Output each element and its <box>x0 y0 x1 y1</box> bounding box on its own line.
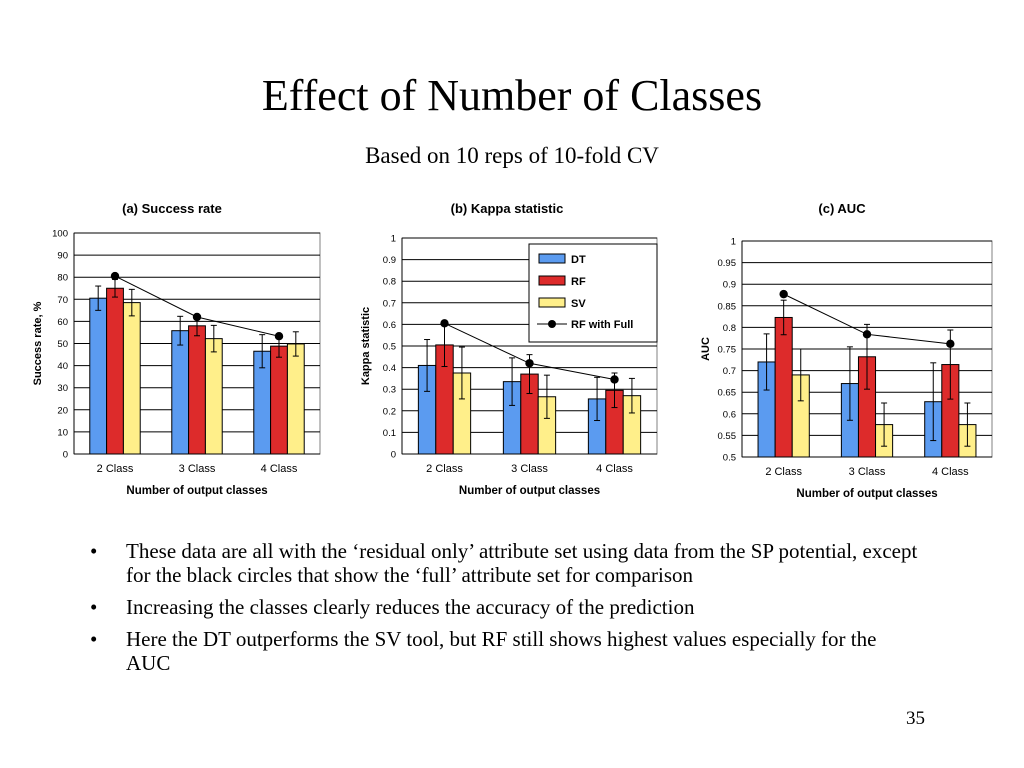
y-tick-label: 10 <box>57 427 68 438</box>
y-tick-label: 0.7 <box>723 366 736 377</box>
x-axis-label: Number of output classes <box>796 488 937 500</box>
rf-with-full-marker <box>862 330 872 339</box>
bullet-dot: • <box>90 595 98 619</box>
y-tick-label: 60 <box>57 317 68 328</box>
legend-marker-sample <box>548 320 556 328</box>
x-tick-label: 4 Class <box>596 463 633 475</box>
bullet-item: • Here the DT outperforms the SV tool, b… <box>90 627 920 675</box>
page-number: 35 <box>906 708 925 729</box>
y-tick-label: 90 <box>57 251 68 262</box>
legend-swatch-sv <box>538 297 566 308</box>
rf-with-full-marker <box>525 359 534 368</box>
y-tick-label: 0.9 <box>723 280 736 291</box>
bar-sv <box>204 338 223 455</box>
bar-rf <box>188 325 206 455</box>
x-tick-label: 2 Class <box>426 463 463 475</box>
success-rate-chart: (a) Success rate 0 10 20 30 40 50 60 70 80 90 100 Su… <box>32 201 321 497</box>
bar-sv <box>286 343 305 455</box>
legend-swatch-dt <box>538 253 566 264</box>
y-tick-label: 0.75 <box>718 345 737 356</box>
y-axis-label: Kappa statistic <box>360 307 372 385</box>
y-tick-label: 0.8 <box>383 277 396 288</box>
legend-label: SV <box>571 298 586 310</box>
y-tick-label: 0.2 <box>383 406 396 417</box>
y-tick-label: 0.7 <box>383 298 396 309</box>
y-tick-label: 0.5 <box>723 453 736 464</box>
rf-with-full-marker <box>274 332 284 341</box>
y-tick-label: 50 <box>57 339 68 350</box>
bullet-dot: • <box>90 539 98 563</box>
legend-label: RF with Full <box>571 319 633 331</box>
legend-swatch-rf <box>538 275 566 286</box>
y-axis-label: Success rate, % <box>32 301 44 385</box>
bullet-item: • Increasing the classes clearly reduces… <box>90 595 920 619</box>
rf-with-full-marker <box>192 312 202 322</box>
bullet-text: Increasing the classes clearly reduces t… <box>126 595 695 619</box>
y-tick-label: 0.55 <box>718 431 737 442</box>
x-tick-label: 3 Class <box>511 463 548 475</box>
x-tick-label: 2 Class <box>97 463 134 475</box>
x-tick-label: 3 Class <box>179 463 216 475</box>
y-tick-label: 0.3 <box>383 385 396 396</box>
y-tick-label: 0.1 <box>383 428 396 439</box>
bar-sv <box>122 302 141 455</box>
y-tick-label: 100 <box>52 229 68 240</box>
bar-dt <box>89 297 108 455</box>
y-tick-label: 0.95 <box>718 258 737 269</box>
slide-title: Effect of Number of Classes <box>261 71 763 120</box>
bar-rf <box>106 287 124 455</box>
y-tick-label: 20 <box>57 405 68 416</box>
y-tick-label: 0.6 <box>723 409 736 420</box>
bullet-list: • These data are all with the ‘residual … <box>90 539 920 683</box>
y-tick-label: 30 <box>57 383 68 394</box>
y-tick-label: 0.65 <box>718 388 737 399</box>
bar-dt <box>171 330 190 455</box>
chart-title: (c) AUC <box>818 201 866 216</box>
rf-with-full-marker <box>946 339 955 349</box>
x-tick-label: 4 Class <box>261 463 298 475</box>
bar-rf <box>774 316 793 458</box>
x-axis-label: Number of output classes <box>126 485 267 497</box>
y-tick-label: 1 <box>391 234 396 245</box>
bullet-text: These data are all with the ‘residual on… <box>126 539 918 587</box>
rf-with-full-marker <box>779 289 788 299</box>
slide-subtitle: Based on 10 reps of 10-fold CV <box>365 143 659 168</box>
y-tick-label: 0.85 <box>718 301 737 312</box>
rf-with-full-marker <box>610 375 619 384</box>
kappa-statistic-chart: (b) Kappa statistic 0 0.1 0.2 0.3 0.4 0.5 0.6 0.… <box>360 201 658 497</box>
bullet-dot: • <box>90 627 98 651</box>
legend-label: DT <box>571 254 586 266</box>
legend-label: RF <box>571 276 586 288</box>
chart-title: (a) Success rate <box>122 201 222 216</box>
x-tick-label: 3 Class <box>849 466 886 478</box>
rf-with-full-marker <box>110 271 120 281</box>
x-axis-label: Number of output classes <box>459 485 600 497</box>
auc-chart: (c) AUC 0.5 0.55 0.6 0.65 0.7 0.75 0.8 0.85 0.9 0.… <box>700 201 993 500</box>
y-tick-label: 0 <box>391 450 396 461</box>
y-tick-label: 0.4 <box>383 363 396 374</box>
x-tick-label: 4 Class <box>932 466 969 478</box>
y-axis-label: AUC <box>700 337 712 361</box>
bullet-text: Here the DT outperforms the SV tool, but… <box>126 627 877 675</box>
y-tick-label: 40 <box>57 361 68 372</box>
y-tick-label: 0.8 <box>723 323 736 334</box>
y-tick-label: 1 <box>731 237 736 248</box>
y-tick-label: 0.6 <box>383 320 396 331</box>
chart-title: (b) Kappa statistic <box>451 201 564 216</box>
y-tick-label: 70 <box>57 295 68 306</box>
y-tick-label: 0 <box>63 450 68 461</box>
y-tick-label: 0.5 <box>383 342 396 353</box>
bullet-item: • These data are all with the ‘residual … <box>90 539 920 587</box>
y-tick-label: 80 <box>57 273 68 284</box>
rf-with-full-marker <box>440 319 449 328</box>
x-tick-label: 2 Class <box>765 466 802 478</box>
bar-rf <box>270 345 288 455</box>
y-tick-label: 0.9 <box>383 255 396 266</box>
